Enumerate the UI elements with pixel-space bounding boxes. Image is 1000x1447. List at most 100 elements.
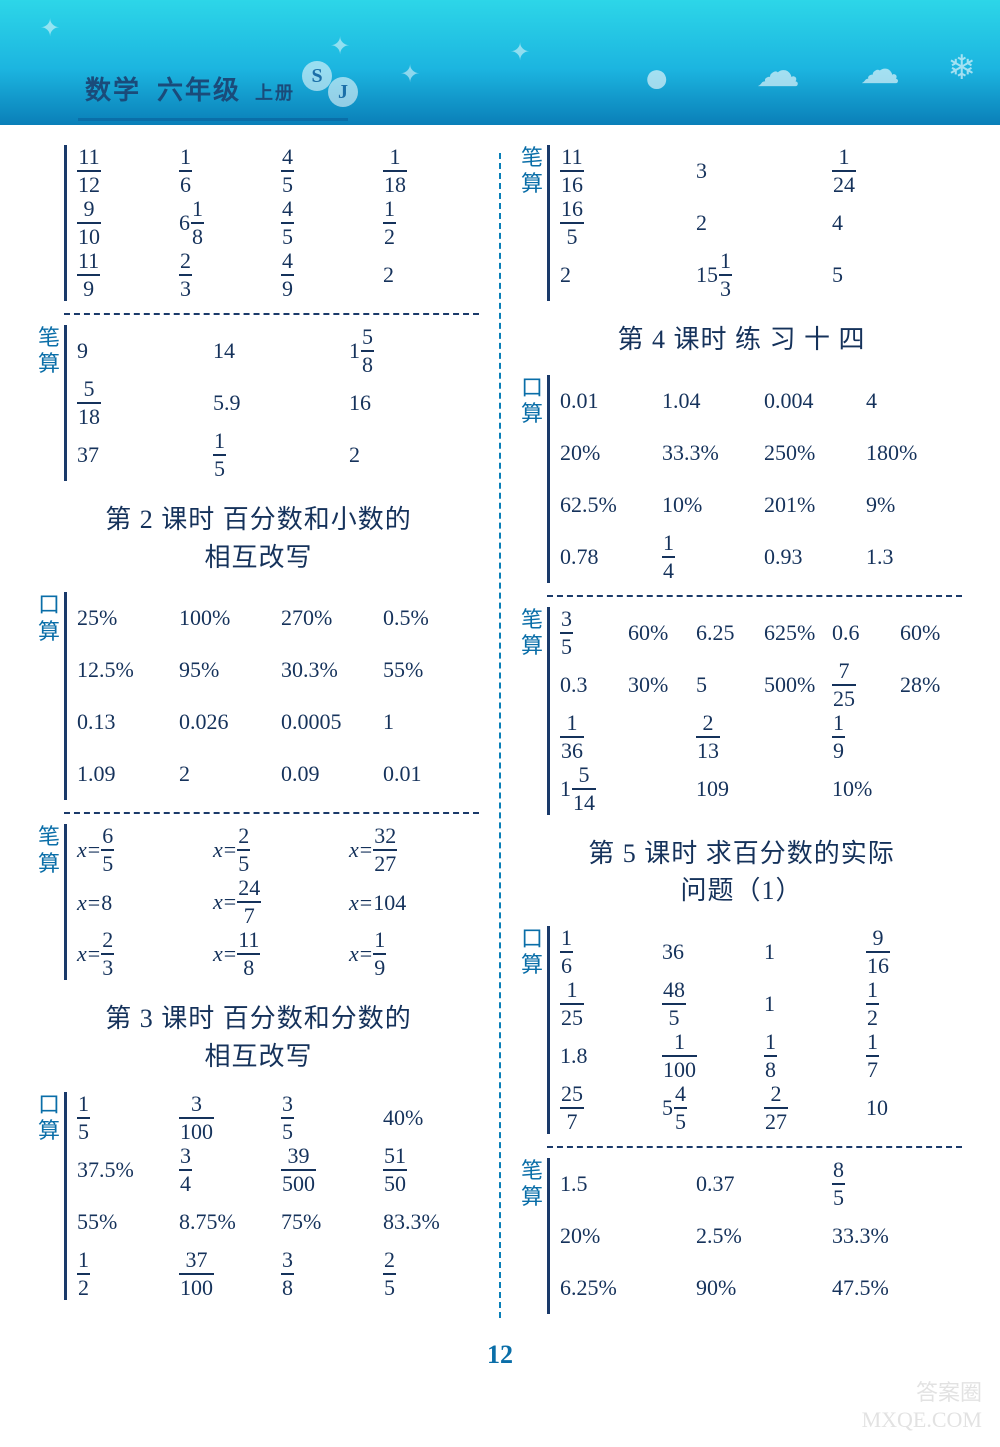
table-row: 1531003540% — [77, 1092, 479, 1144]
cell: 0.01 — [560, 388, 656, 414]
cell: 85 — [832, 1159, 962, 1209]
cell: 2.5% — [696, 1223, 826, 1249]
cell: 0.13 — [77, 709, 173, 735]
cell: 6.25 — [696, 620, 758, 646]
table-row: 11121645118 — [77, 145, 479, 197]
calc-block: 笔算x=65x=25x=3227x=8x=247x=104x=23x=118x=… — [38, 824, 479, 980]
table-row: 55%8.75%75%83.3% — [77, 1196, 479, 1248]
cell: x=19 — [349, 929, 479, 979]
header-grade: 六年级 — [157, 76, 241, 105]
block-label: 口算 — [38, 1092, 64, 1300]
cell: 3100 — [179, 1093, 275, 1143]
block-label: 口算 — [521, 375, 547, 583]
cell: 1.3 — [866, 544, 962, 570]
table-row: 0.330%5500%72528% — [560, 659, 962, 711]
block-label: 笔算 — [521, 145, 547, 301]
header-volume: 上册 — [255, 83, 295, 103]
table-row: 12.5%95%30.3%55% — [77, 644, 479, 696]
block-grid: 163619161254851121.81100181725754522710 — [547, 926, 962, 1134]
cell: 18 — [764, 1031, 860, 1081]
header-badge-s: S — [302, 61, 332, 91]
calc-block: 笔算3560%6.25625%0.660%0.330%5500%72528%13… — [521, 607, 962, 815]
block-grid: 3560%6.25625%0.660%0.330%5500%72528%1362… — [547, 607, 962, 815]
rain-icon: ☁ — [860, 46, 900, 93]
cell: 916 — [866, 927, 962, 977]
cell: 25% — [77, 605, 173, 631]
block-label: 笔算 — [521, 1158, 547, 1314]
calc-block: 口算25%100%270%0.5%12.5%95%30.3%55%0.130.0… — [38, 592, 479, 800]
cell: 15 — [77, 1093, 173, 1143]
section-title: 第 4 课时 练 习 十 四 — [521, 321, 962, 359]
cell: 725 — [832, 660, 894, 710]
decor-plus: ✦ — [330, 32, 350, 61]
decor-plus: ✦ — [400, 60, 420, 89]
cell: 10% — [662, 492, 758, 518]
cell: 30.3% — [281, 657, 377, 683]
cell: 257 — [560, 1083, 656, 1133]
cell: 9 — [77, 338, 207, 364]
dashed-divider — [547, 1146, 962, 1148]
decor-plus: ✦ — [40, 14, 60, 43]
cell: 12 — [77, 1249, 173, 1299]
cell: 227 — [764, 1083, 860, 1133]
cell: 250% — [764, 440, 860, 466]
cell: 55% — [77, 1209, 173, 1235]
left-column: 11121645118910618451211923492笔算914158518… — [38, 145, 499, 1326]
cell: 2 — [179, 761, 275, 787]
cell: 180% — [866, 440, 962, 466]
cell: x=23 — [77, 929, 207, 979]
cell: 158 — [349, 326, 479, 376]
block-grid: x=65x=25x=3227x=8x=247x=104x=23x=118x=19 — [64, 824, 479, 980]
block-label: 笔算 — [521, 607, 547, 815]
watermark-line2: MXQE.COM — [862, 1407, 982, 1433]
cell: 60% — [628, 620, 690, 646]
cell: 1116 — [560, 146, 690, 196]
cell: 36 — [662, 939, 758, 965]
cell: 45 — [281, 198, 377, 248]
header-subject: 数学 — [85, 76, 141, 105]
cell: 2 — [560, 262, 690, 288]
right-column: 笔算1116312416524215135第 4 课时 练 习 十 四口算0.0… — [501, 145, 962, 1326]
cell: 5 — [696, 672, 758, 698]
cell: x=25 — [213, 825, 343, 875]
cell: 100% — [179, 605, 275, 631]
cell: 8.75% — [179, 1209, 275, 1235]
cell: 2 — [696, 210, 826, 236]
table-row: 16524 — [560, 197, 962, 249]
cell: x=104 — [349, 888, 479, 916]
cell: 37100 — [179, 1249, 275, 1299]
cell: 20% — [560, 440, 656, 466]
table-row: 914158 — [77, 325, 479, 377]
page-header: ✦ ✦ ✦ ✦ ● ☁ ☁ ❄ 数学 六年级 上册 S J — [0, 0, 1000, 125]
cell: 0.01 — [383, 761, 479, 787]
table-row: 1.0920.090.01 — [77, 748, 479, 800]
cell: 17 — [866, 1031, 962, 1081]
table-row: 1.811001817 — [560, 1030, 962, 1082]
block-label: 笔算 — [38, 824, 64, 980]
cell: 0.5% — [383, 605, 479, 631]
cell: 10 — [866, 1095, 962, 1121]
block-label — [38, 145, 64, 301]
table-row: 25754522710 — [560, 1082, 962, 1134]
cell: 618 — [179, 198, 275, 248]
cell: 136 — [560, 712, 622, 762]
cell: 60% — [900, 620, 962, 646]
cell: 33.3% — [832, 1223, 962, 1249]
cell: x=65 — [77, 825, 207, 875]
table-row: 11163124 — [560, 145, 962, 197]
table-row: 215135 — [560, 249, 962, 301]
cell: 35 — [560, 608, 622, 658]
cell: 119 — [77, 250, 173, 300]
block-grid: 1531003540%37.5%3439500515055%8.75%75%83… — [64, 1092, 479, 1300]
table-row: x=23x=118x=19 — [77, 928, 479, 980]
cell: 5150 — [383, 1145, 479, 1195]
cloud-icon: ☁ — [756, 46, 800, 97]
dashed-divider — [547, 595, 962, 597]
cell: 1112 — [77, 146, 173, 196]
calc-block: 11121645118910618451211923492 — [38, 145, 479, 301]
table-row: 0.130.0260.00051 — [77, 696, 479, 748]
cell: 49 — [281, 250, 377, 300]
cell: 83.3% — [383, 1209, 479, 1235]
cell: 2 — [383, 262, 479, 288]
cell: 0.004 — [764, 388, 860, 414]
